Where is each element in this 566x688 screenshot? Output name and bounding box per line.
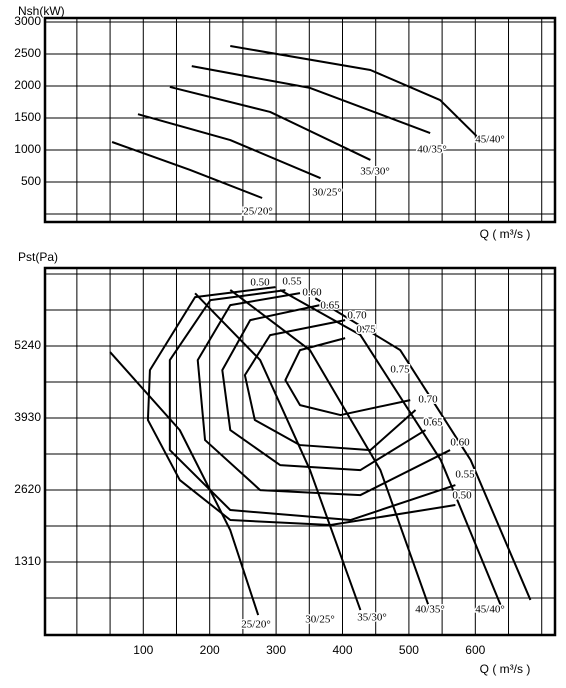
y-axis-label: Pst(Pa) xyxy=(18,250,58,264)
curve xyxy=(230,45,482,141)
y-tick-label: 2500 xyxy=(14,46,41,60)
curve xyxy=(229,289,432,611)
curve xyxy=(168,289,456,522)
y-tick-label: 2000 xyxy=(14,78,41,92)
curve xyxy=(196,292,451,497)
x-tick-label: 300 xyxy=(266,643,286,657)
curve xyxy=(279,289,502,606)
x-tick-label: 600 xyxy=(465,643,485,657)
curve xyxy=(109,351,260,616)
plot-frame xyxy=(43,16,557,224)
curve xyxy=(191,65,431,134)
x-axis-label: Q ( m³/s ) xyxy=(480,227,531,241)
curve xyxy=(243,319,417,452)
curve-label: 0.75 xyxy=(390,364,410,376)
x-tick-label: 400 xyxy=(332,643,352,657)
curve-label: 40/35° xyxy=(415,604,444,616)
x-tick-label: 200 xyxy=(200,643,220,657)
curve-label: 0.65 xyxy=(423,417,443,429)
y-tick-label: 3930 xyxy=(14,410,41,424)
plot-frame xyxy=(43,266,557,637)
curve-label: 30/25° xyxy=(312,187,341,199)
curve xyxy=(284,337,411,417)
curve-label: 0.75 xyxy=(356,324,376,336)
curve xyxy=(146,286,456,527)
curve xyxy=(314,297,532,601)
curve xyxy=(111,141,263,199)
y-tick-label: 1310 xyxy=(14,554,41,568)
curve-label: 30/25° xyxy=(305,614,334,626)
curve-label: 40/35° xyxy=(417,144,446,156)
x-tick-label: 500 xyxy=(399,643,419,657)
curve-label: 45/40° xyxy=(475,134,504,146)
curve-label: 0.60 xyxy=(450,437,470,449)
y-tick-label: 500 xyxy=(21,174,41,188)
curve-label: 25/20° xyxy=(243,206,272,218)
y-tick-label: 5240 xyxy=(14,338,41,352)
y-tick-label: 3000 xyxy=(14,14,41,28)
x-tick-label: 100 xyxy=(133,643,153,657)
curve-label: 0.65 xyxy=(320,300,340,312)
y-tick-label: 1500 xyxy=(14,110,41,124)
curve-label: 0.70 xyxy=(418,394,438,406)
x-axis-label: Q ( m³/s ) xyxy=(480,662,531,676)
y-tick-label: 1000 xyxy=(14,142,41,156)
curve-label: 35/30° xyxy=(360,166,389,178)
curve-label: 25/20° xyxy=(241,619,270,631)
curve xyxy=(221,304,427,472)
curve-label: 45/40° xyxy=(475,604,504,616)
curve-label: 0.50 xyxy=(452,490,472,502)
curve xyxy=(194,292,362,611)
curve xyxy=(169,85,371,161)
y-tick-label: 2620 xyxy=(14,482,41,496)
curve-label: 0.70 xyxy=(347,310,367,322)
curve-label: 35/30° xyxy=(357,612,386,624)
curve-label: 0.60 xyxy=(302,287,322,299)
curve-label: 0.55 xyxy=(455,469,475,481)
curve-label: 0.50 xyxy=(250,277,270,289)
y-axis-label: Nsh(kW) xyxy=(18,4,65,18)
curve xyxy=(137,113,321,180)
curve-label: 0.55 xyxy=(282,276,302,288)
